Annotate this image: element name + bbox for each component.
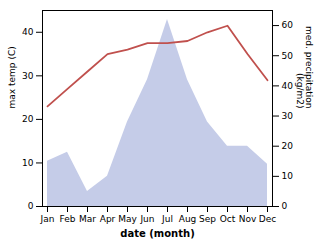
svg-text:30: 30	[282, 111, 294, 121]
svg-text:max temp (C): max temp (C)	[7, 46, 17, 108]
svg-text:Mar: Mar	[79, 214, 96, 224]
svg-text:Sep: Sep	[199, 214, 216, 224]
svg-text:0: 0	[282, 201, 288, 211]
svg-text:30: 30	[22, 71, 34, 81]
svg-text:20: 20	[22, 114, 34, 124]
svg-text:40: 40	[282, 81, 294, 91]
svg-text:Nov: Nov	[239, 214, 257, 224]
svg-text:Aug: Aug	[179, 214, 197, 224]
svg-text:Jun: Jun	[139, 214, 154, 224]
svg-text:May: May	[118, 214, 137, 224]
svg-text:0: 0	[28, 201, 34, 211]
svg-text:Feb: Feb	[60, 214, 76, 224]
svg-text:date (month): date (month)	[120, 228, 194, 239]
svg-text:Oct: Oct	[220, 214, 236, 224]
svg-text:20: 20	[282, 141, 294, 151]
svg-text:Apr: Apr	[100, 214, 116, 224]
svg-text:Jul: Jul	[161, 214, 173, 224]
svg-text:Jan: Jan	[40, 214, 55, 224]
svg-text:10: 10	[282, 171, 294, 181]
svg-text:40: 40	[22, 27, 34, 37]
svg-text:10: 10	[22, 158, 34, 168]
svg-text:Dec: Dec	[259, 214, 276, 224]
svg-text:60: 60	[282, 20, 294, 30]
svg-text:50: 50	[282, 51, 294, 61]
svg-text:med. precipitation(kg/m2): med. precipitation(kg/m2)	[295, 26, 314, 108]
